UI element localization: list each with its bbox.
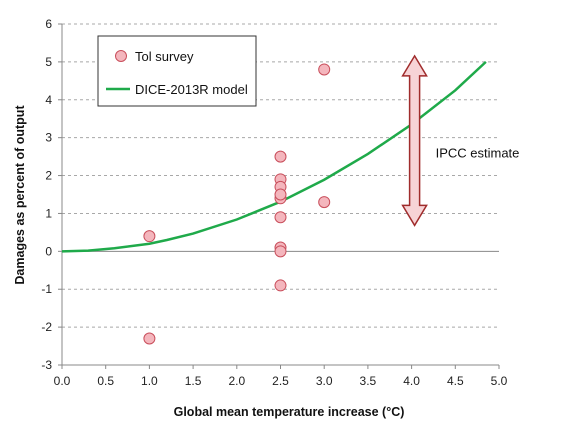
y-tick-label: 5 bbox=[45, 55, 52, 69]
x-tick-label: 4.5 bbox=[447, 374, 464, 388]
data-point-tol-survey bbox=[143, 230, 156, 243]
y-tick-label: 6 bbox=[45, 17, 52, 31]
y-tick-label: -1 bbox=[41, 282, 52, 296]
x-tick-label: 0.5 bbox=[97, 374, 114, 388]
y-tick-label: 2 bbox=[45, 169, 52, 183]
y-tick-label: -3 bbox=[41, 358, 52, 372]
x-tick-label: 1.0 bbox=[141, 374, 158, 388]
x-tick-label: 5.0 bbox=[491, 374, 508, 388]
legend: Tol survey DICE-2013R model bbox=[97, 35, 257, 107]
x-tick-label: 4.0 bbox=[403, 374, 420, 388]
annotation: IPCC estimate bbox=[401, 54, 520, 227]
y-tick-label: -2 bbox=[41, 320, 52, 334]
legend-box bbox=[97, 35, 257, 107]
y-tick-label: 4 bbox=[45, 93, 52, 107]
tick-labels: -3 -2 -1 0 1 2 3 4 5 6 0.0 0.5 1.0 1.5 2.0 2.5 3.0 3.5 4.0… bbox=[41, 17, 507, 388]
data-point-tol-survey bbox=[274, 245, 287, 258]
legend-label-dice: DICE-2013R model bbox=[135, 82, 248, 97]
x-tick-label: 2.0 bbox=[228, 374, 245, 388]
x-tick-label: 3.5 bbox=[360, 374, 377, 388]
y-tick-label: 1 bbox=[45, 206, 52, 220]
ipcc-estimate-arrow bbox=[401, 54, 428, 227]
y-axis-title: Damages as percent of output bbox=[13, 105, 27, 285]
data-point-tol-survey bbox=[274, 188, 287, 201]
x-tick-label: 0.0 bbox=[54, 374, 71, 388]
data-point-tol-survey bbox=[274, 211, 287, 224]
x-tick-label: 1.5 bbox=[185, 374, 202, 388]
data-point-tol-survey bbox=[318, 63, 331, 76]
data-point-tol-survey bbox=[274, 150, 287, 163]
y-tick-label: 3 bbox=[45, 131, 52, 145]
y-tick-label: 0 bbox=[45, 244, 52, 258]
ipcc-estimate-label: IPCC estimate bbox=[436, 146, 520, 161]
legend-marker-tol-survey bbox=[115, 50, 127, 62]
x-axis-title: Global mean temperature increase (°C) bbox=[174, 405, 405, 419]
x-tick-label: 2.5 bbox=[272, 374, 289, 388]
legend-label-tol-survey: Tol survey bbox=[135, 49, 194, 64]
data-point-tol-survey bbox=[274, 279, 287, 292]
x-tick-label: 3.0 bbox=[316, 374, 333, 388]
data-point-tol-survey bbox=[318, 196, 331, 209]
data-point-tol-survey bbox=[143, 332, 156, 345]
